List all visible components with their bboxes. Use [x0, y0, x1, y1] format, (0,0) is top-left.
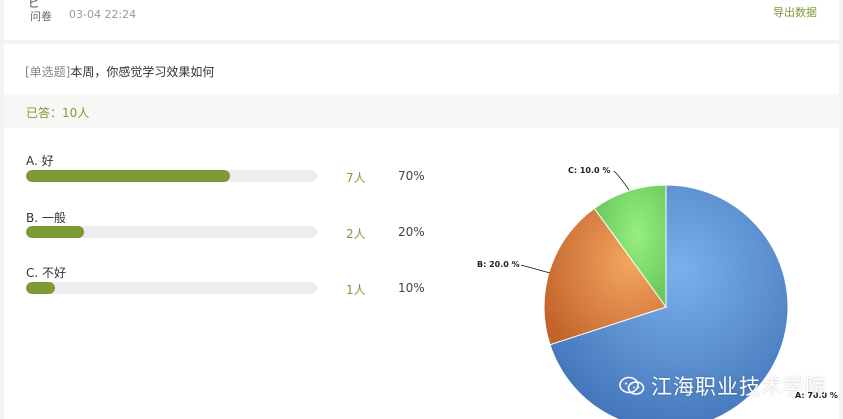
pie-chart: A: 70.0 % B: 20.0 % C: 10.0 %	[477, 166, 838, 419]
pie-slice-b	[543, 207, 667, 346]
question-body: 本周，你感觉学习效果如何	[70, 65, 215, 79]
export-data-link[interactable]: 导出数据	[773, 6, 817, 19]
pie-slice-a	[549, 184, 789, 419]
survey-type-label: 问卷	[30, 10, 52, 23]
header-card: ピ 问卷 03-04 22:24 导出数据	[4, 0, 839, 40]
option-c-count: 1人	[346, 283, 366, 297]
survey-timestamp: 03-04 22:24	[69, 8, 137, 21]
pie-slice-c	[593, 184, 667, 309]
survey-title-fragment: ピ	[28, 0, 41, 10]
pie-data-label-b: B: 20.0 %	[477, 260, 520, 269]
option-c-percent: 10%	[398, 281, 425, 295]
pie-data-label-a: A: 70.0 %	[795, 391, 838, 400]
option-c-bar-track	[26, 282, 317, 294]
option-c-bar-fill	[26, 282, 56, 294]
option-a-percent: 70%	[398, 169, 425, 183]
watermark: 江海职业技术学院	[619, 371, 827, 401]
option-a-label: A. 好	[26, 154, 54, 168]
pie-leader-line-c	[613, 170, 630, 191]
option-a-bar-track	[26, 170, 317, 182]
option-c-label: C. 不好	[26, 266, 67, 280]
question-text: [单选题]本周，你感觉学习效果如何	[25, 63, 214, 80]
option-b-bar-fill	[26, 226, 85, 238]
answered-count: 已答：10人	[26, 106, 90, 120]
question-type-tag: [单选题]	[25, 65, 71, 79]
watermark-text: 江海职业技术学院	[651, 375, 827, 399]
pie-data-label-c: C: 10.0 %	[568, 166, 610, 175]
pie-leader-line-b	[520, 264, 551, 274]
option-b-label: B. 一般	[26, 211, 66, 225]
option-b-percent: 20%	[398, 225, 425, 239]
answered-bar: 已答：10人	[4, 94, 839, 128]
wechat-icon	[619, 376, 645, 395]
option-b-bar-track	[26, 226, 317, 238]
option-a-count: 7人	[346, 171, 366, 185]
option-a-bar-fill	[26, 170, 230, 182]
results-panel: A. 好 7人 70% B. 一般 2人 20% C. 不好 1人 10%	[4, 128, 839, 419]
question-card: [单选题]本周，你感觉学习效果如何	[4, 44, 839, 94]
option-b-count: 2人	[346, 227, 366, 241]
